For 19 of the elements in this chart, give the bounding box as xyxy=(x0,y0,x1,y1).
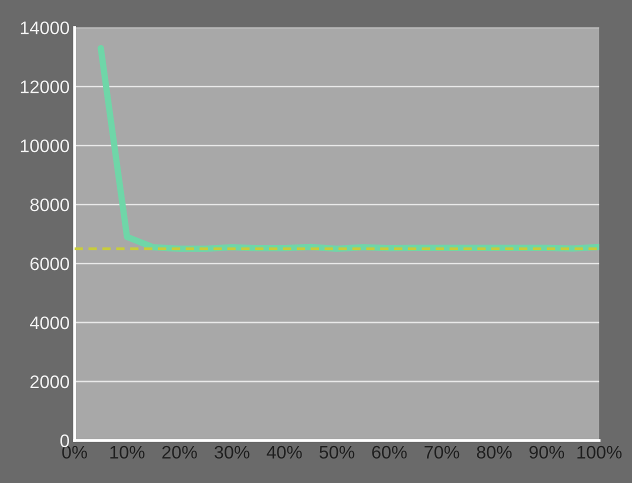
x-tick-label: 0% xyxy=(62,446,87,459)
x-tick-label: 30% xyxy=(214,446,250,459)
x-tick-label: 20% xyxy=(162,446,197,459)
y-tick-label: 0 xyxy=(60,434,70,448)
y-tick-label: 2000 xyxy=(30,375,70,388)
x-tick-label: 90% xyxy=(529,446,564,459)
y-tick-label: 8000 xyxy=(30,198,70,212)
x-tick-label: 100% xyxy=(577,446,622,459)
y-tick-label: 10000 xyxy=(20,139,70,152)
y-tick-label: 14000 xyxy=(20,21,70,34)
y-tick-label: 6000 xyxy=(30,257,70,270)
x-tick-label: 70% xyxy=(424,446,460,459)
x-tick-label: 50% xyxy=(320,446,354,459)
x-tick-label: 60% xyxy=(372,446,407,459)
x-tick-label: 10% xyxy=(110,446,144,459)
y-tick-label: 12000 xyxy=(20,80,70,94)
x-tick-label: 80% xyxy=(476,446,512,459)
y-tick-label: 4000 xyxy=(30,316,70,330)
x-tick-label: 40% xyxy=(266,446,302,459)
